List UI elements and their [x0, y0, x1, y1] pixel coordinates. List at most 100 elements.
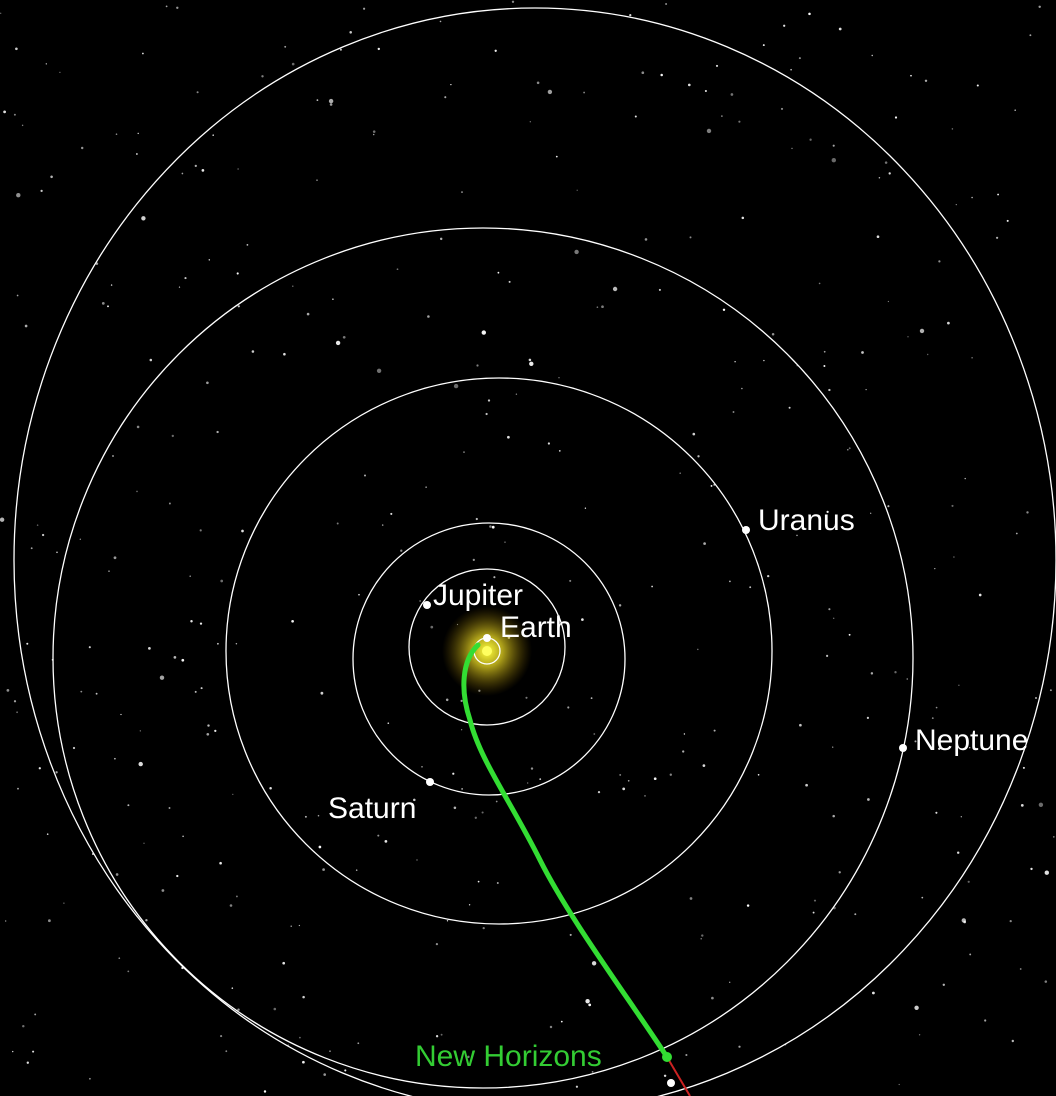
star — [336, 341, 340, 345]
star — [26, 643, 28, 645]
star — [22, 125, 23, 126]
star — [269, 787, 272, 790]
star — [1012, 1040, 1014, 1042]
star — [849, 634, 851, 636]
star — [703, 542, 706, 545]
star — [641, 71, 644, 74]
star — [569, 580, 571, 582]
star — [823, 365, 825, 367]
star — [440, 21, 442, 23]
star — [847, 449, 849, 451]
star — [141, 216, 145, 220]
star — [108, 570, 109, 571]
star — [81, 147, 83, 149]
star — [971, 357, 973, 359]
star — [5, 920, 6, 921]
star — [322, 868, 325, 871]
star — [299, 925, 300, 926]
star — [645, 238, 648, 241]
star — [274, 1008, 277, 1011]
star — [22, 1025, 24, 1027]
star — [116, 873, 119, 876]
star — [73, 747, 75, 749]
star — [651, 586, 653, 588]
star — [839, 871, 841, 873]
star — [332, 298, 334, 300]
star — [145, 919, 147, 921]
star — [419, 600, 421, 602]
star — [107, 305, 109, 307]
star — [140, 730, 141, 731]
star — [102, 302, 105, 305]
star — [377, 369, 381, 373]
star — [232, 794, 233, 795]
star — [919, 1034, 920, 1035]
star — [377, 835, 379, 837]
star — [957, 851, 959, 853]
star — [201, 687, 203, 689]
star — [1021, 804, 1024, 807]
star — [783, 25, 785, 27]
pluto-dot — [667, 1079, 675, 1087]
star — [476, 364, 478, 366]
star — [977, 84, 979, 86]
spacecraft-label: New Horizons — [415, 1040, 602, 1073]
star — [781, 108, 783, 110]
star — [138, 133, 139, 134]
star — [550, 1026, 552, 1028]
star — [697, 649, 699, 651]
star — [920, 329, 924, 333]
star — [284, 46, 286, 48]
star — [340, 49, 342, 51]
star — [189, 575, 191, 577]
star — [206, 381, 209, 384]
star — [952, 128, 954, 130]
star — [711, 485, 713, 487]
star — [220, 580, 223, 583]
star — [184, 277, 186, 279]
star — [525, 697, 527, 699]
star — [421, 766, 423, 768]
star — [400, 550, 402, 552]
star — [585, 508, 586, 509]
star — [436, 943, 438, 945]
star — [619, 604, 621, 606]
star — [39, 767, 41, 769]
star — [925, 80, 927, 82]
star — [581, 618, 584, 621]
star — [32, 1051, 34, 1053]
star — [701, 934, 703, 936]
star — [833, 618, 834, 619]
star — [143, 843, 144, 844]
star — [330, 103, 333, 106]
star — [497, 882, 499, 884]
star — [318, 815, 320, 817]
star — [116, 133, 118, 135]
star — [567, 706, 569, 708]
star — [665, 3, 667, 5]
star — [179, 286, 180, 287]
star — [482, 811, 484, 813]
star — [889, 172, 891, 174]
star — [169, 503, 171, 505]
star — [15, 47, 18, 50]
star — [548, 90, 552, 94]
star — [181, 659, 184, 662]
star — [463, 451, 465, 453]
star — [996, 237, 998, 239]
star — [321, 692, 324, 695]
star — [763, 44, 765, 46]
star — [799, 724, 802, 727]
star — [469, 904, 470, 905]
star — [539, 778, 541, 780]
star — [932, 717, 934, 719]
star — [214, 730, 216, 732]
solar-system-view: Jupiter Earth Saturn Uranus Neptune New … — [0, 0, 1056, 1096]
star — [3, 111, 6, 114]
star — [136, 153, 138, 155]
star — [723, 309, 725, 311]
star — [364, 475, 366, 477]
star — [824, 351, 826, 353]
star — [446, 699, 449, 702]
star — [114, 758, 116, 760]
